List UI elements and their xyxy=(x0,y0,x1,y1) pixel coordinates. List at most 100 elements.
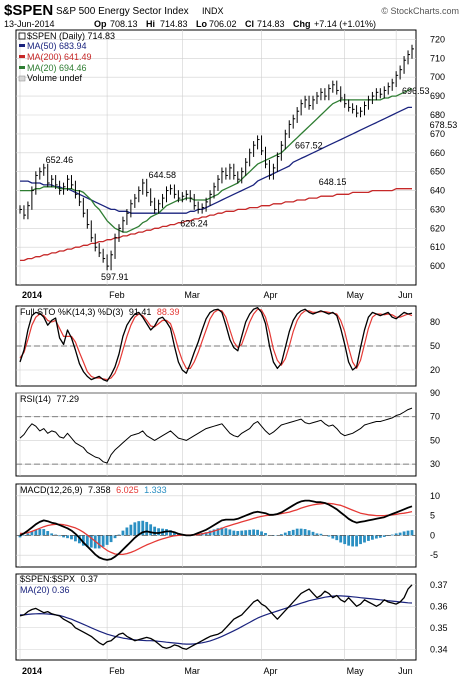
macd-histogram-bar xyxy=(402,531,406,536)
x-tick-label: Apr xyxy=(264,666,278,676)
ratio-line xyxy=(19,584,413,650)
macd-histogram-bar xyxy=(66,535,69,539)
y-tick-label: 650 xyxy=(430,167,445,177)
macd-histogram-bar xyxy=(343,535,347,545)
p-macd-frame xyxy=(15,483,417,568)
p-price-frame xyxy=(15,29,417,286)
macd-histogram-bar xyxy=(101,535,105,547)
macd-histogram-bar xyxy=(390,534,394,536)
price-panel: 600 610 620 630 640 650 660 670 680 690 700 710 720 6… xyxy=(15,29,457,286)
ma20-legend-swatch xyxy=(19,66,25,69)
macd-histogram-bar xyxy=(18,535,22,538)
macd-histogram-bar xyxy=(204,532,208,536)
sto-k-line xyxy=(19,306,413,382)
macd-histogram-bar xyxy=(374,535,378,539)
macd-histogram-bar xyxy=(34,529,38,536)
y-tick-label: 640 xyxy=(430,186,445,196)
ma20-legend: MA(20) 694.46 xyxy=(27,63,87,73)
macd-histogram-bar xyxy=(129,524,133,536)
y-tick-label: 30 xyxy=(430,459,440,469)
price-annotation: 597.91 xyxy=(101,272,129,282)
macd-line xyxy=(19,499,413,561)
macd-legend-macd: 7.358 xyxy=(88,485,111,495)
ratio-legend-value: 0.37 xyxy=(81,574,99,584)
high-value: 714.83 xyxy=(160,19,188,29)
y-tick-label: 660 xyxy=(430,148,445,158)
low-label: Lo xyxy=(196,19,207,29)
macd-histogram-bar xyxy=(382,535,386,537)
ma50-legend: MA(50) 683.94 xyxy=(27,41,87,51)
x-tick-label: Jun xyxy=(398,666,413,676)
price-legend-main: $SPEN (Daily) 714.83 xyxy=(27,31,115,41)
sto-legend-k: 91.41 xyxy=(129,307,152,317)
y-tick-label: 90 xyxy=(430,388,440,398)
macd-panel: -5 0 5 10 xyxy=(15,483,440,568)
y-tick-label: 720 xyxy=(430,34,445,44)
x-tick-label: May xyxy=(347,290,365,300)
price-legend-swatch xyxy=(18,32,26,40)
y-tick-label: 630 xyxy=(430,204,445,214)
macd-histogram-bar xyxy=(279,534,283,536)
macd-histogram-bar xyxy=(46,531,50,536)
macd-histogram-bar xyxy=(212,529,216,536)
macd-histogram-bar xyxy=(89,535,93,548)
price-annotation: 652.46 xyxy=(46,155,74,165)
macd-legend: MACD(12,26,9) 7.358 6.025 1.333 xyxy=(20,485,167,495)
quote-date: 13-Jun-2014 xyxy=(4,19,55,29)
price-annotation: 667.52 xyxy=(295,141,323,151)
x-tick-label: Jun xyxy=(398,290,413,300)
macd-histogram-bar xyxy=(252,529,256,536)
macd-histogram-bar xyxy=(240,530,244,536)
y-tick-label: -5 xyxy=(430,550,438,560)
ma200-legend-swatch xyxy=(19,55,25,58)
macd-histogram-bar xyxy=(85,535,89,547)
sto-legend-d: 88.39 xyxy=(157,307,180,317)
x-tick-label: 2014 xyxy=(22,290,42,300)
macd-histogram-bar xyxy=(62,535,65,538)
y-tick-label: 20 xyxy=(430,365,440,375)
x-tick-label: Mar xyxy=(184,290,200,300)
macd-histogram-bar xyxy=(133,522,137,536)
macd-histogram-bar xyxy=(137,521,141,536)
macd-histogram-bar xyxy=(125,527,129,536)
y-tick-label: 680 xyxy=(430,110,445,120)
price-annotation: 644.58 xyxy=(149,170,177,180)
exchange: INDX xyxy=(202,6,224,16)
open-label: Op xyxy=(94,19,107,29)
price-annotation: 648.15 xyxy=(319,177,347,187)
ratio-legend: $SPEN:$SPX 0.37 MA(20) 0.36 xyxy=(20,574,98,595)
macd-histogram-bar xyxy=(283,532,287,536)
chart-header: $SPEN S&P 500 Energy Sector Index INDX ©… xyxy=(4,2,459,29)
change-label: Chg xyxy=(293,19,311,29)
macd-histogram-bar xyxy=(109,535,113,543)
stochastic-panel: 20 50 80 xyxy=(15,305,440,387)
macd-histogram-bar xyxy=(208,530,212,536)
macd-histogram-bar xyxy=(363,535,366,543)
svg-text:Full STO %K(14,3) %D(3): Full STO %K(14,3) %D(3) 91.41 88.39 xyxy=(20,307,179,317)
macd-histogram-bar xyxy=(248,529,252,536)
y-tick-label: 80 xyxy=(430,317,440,327)
sto-d-line xyxy=(19,308,413,381)
ma50-line xyxy=(20,106,412,214)
x-tick-label: Apr xyxy=(264,290,278,300)
volume-legend: Volume undef xyxy=(27,73,83,83)
macd-histogram-bar xyxy=(121,530,125,536)
y-tick-label: 0.34 xyxy=(430,644,448,654)
y-tick-label: 0.35 xyxy=(430,623,448,633)
macd-histogram-bar xyxy=(26,533,30,536)
macd-histogram-bar xyxy=(145,521,149,536)
macd-histogram-bar xyxy=(244,530,248,536)
ratio-panel: 0.34 0.35 0.36 0.37 xyxy=(15,573,448,661)
ma50-legend-swatch xyxy=(19,44,25,47)
macd-histogram-bar xyxy=(30,531,34,536)
macd-histogram-bar xyxy=(38,529,42,536)
x-tick-label: Mar xyxy=(184,666,200,676)
close-label: Cl xyxy=(245,19,254,29)
macd-histogram-bar xyxy=(58,535,61,537)
close-value: 714.83 xyxy=(257,19,285,29)
macd-histogram-bar xyxy=(260,531,263,536)
macd-histogram-bar xyxy=(105,535,109,545)
macd-histogram-bar xyxy=(327,535,331,537)
macd-histogram-bar xyxy=(77,535,81,544)
y-tick-label: 0.37 xyxy=(430,580,448,590)
